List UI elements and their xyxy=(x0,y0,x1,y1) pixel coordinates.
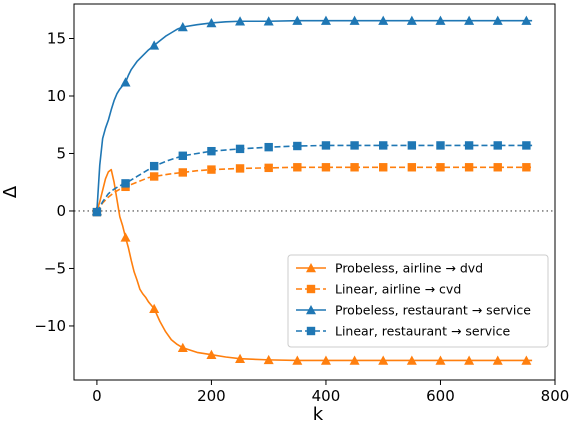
data-point xyxy=(492,15,503,25)
data-point xyxy=(435,15,446,25)
data-point xyxy=(149,161,159,171)
series-line xyxy=(96,144,533,213)
data-point xyxy=(379,163,388,172)
data-point xyxy=(120,232,131,242)
data-point xyxy=(350,163,359,172)
data-point xyxy=(320,15,331,25)
y-tick-label: 5 xyxy=(56,144,66,162)
data-point xyxy=(436,141,445,150)
data-point xyxy=(292,15,303,25)
data-point xyxy=(349,355,360,365)
x-tick-label: 600 xyxy=(426,387,455,405)
legend-marker xyxy=(306,284,316,294)
data-point xyxy=(321,163,331,172)
data-point xyxy=(378,355,389,365)
data-point xyxy=(350,141,359,150)
data-point xyxy=(235,164,245,173)
series-3 xyxy=(92,141,533,217)
data-point xyxy=(521,15,532,25)
data-point xyxy=(464,141,474,150)
data-point xyxy=(235,16,246,26)
data-point xyxy=(207,146,216,156)
y-tick-label: −5 xyxy=(44,259,66,277)
data-point xyxy=(207,165,216,174)
data-point xyxy=(92,207,102,217)
data-point xyxy=(522,163,531,172)
legend-marker xyxy=(306,263,316,273)
data-point xyxy=(263,16,274,26)
data-point xyxy=(464,163,474,172)
data-point xyxy=(120,77,131,87)
legend-label: Linear, restaurant → service xyxy=(335,324,510,339)
data-point xyxy=(464,355,475,365)
data-point xyxy=(407,163,417,172)
data-point xyxy=(293,163,302,172)
legend-box xyxy=(287,254,549,348)
x-tick-label: 400 xyxy=(312,387,341,405)
plot-frame xyxy=(73,3,556,381)
data-point xyxy=(521,355,532,365)
data-point xyxy=(378,15,389,25)
y-tick-label: −10 xyxy=(34,317,66,335)
data-point xyxy=(293,141,302,151)
data-point xyxy=(321,141,331,150)
data-point xyxy=(177,21,188,32)
legend-label: Probeless, restaurant → service xyxy=(335,303,531,318)
data-point xyxy=(464,15,475,25)
data-point xyxy=(407,141,417,150)
x-axis-title: k xyxy=(313,404,324,424)
series-line xyxy=(96,166,533,213)
y-tick-label: 0 xyxy=(56,202,66,220)
axes-layer: 0 200 400 600 800 −10 −5 0 5 10 15 xyxy=(34,3,570,405)
y-axis-title: Δ xyxy=(0,185,21,198)
legend-marker xyxy=(306,305,316,315)
y-tick-label: 10 xyxy=(47,87,66,105)
data-point xyxy=(436,163,445,172)
data-point xyxy=(492,355,503,365)
x-tick-label: 0 xyxy=(92,387,102,405)
data-point xyxy=(149,40,160,50)
data-point xyxy=(320,355,331,365)
data-point xyxy=(435,355,446,365)
legend-item: Linear, airline → cvd xyxy=(296,282,461,297)
x-tick-label: 800 xyxy=(541,387,570,405)
legend: Probeless, airline → dvd Linear, airline … xyxy=(287,254,549,348)
data-point xyxy=(178,168,187,177)
legend-item: Probeless, restaurant → service xyxy=(296,303,531,318)
y-tick-label: 15 xyxy=(47,29,66,47)
data-point xyxy=(264,142,273,152)
legend-item: Probeless, airline → dvd xyxy=(296,261,483,276)
data-point xyxy=(206,17,217,28)
legend-label: Linear, airline → cvd xyxy=(335,282,461,297)
data-point xyxy=(235,144,245,154)
data-point xyxy=(206,349,217,359)
data-point xyxy=(121,179,130,188)
data-point xyxy=(292,355,303,365)
data-point xyxy=(149,303,160,313)
data-point xyxy=(263,354,274,365)
legend-marker xyxy=(306,326,316,336)
series-line xyxy=(96,19,533,212)
legend-item: Linear, restaurant → service xyxy=(296,324,510,339)
data-point xyxy=(264,163,273,173)
data-point xyxy=(493,163,502,172)
data-point xyxy=(235,353,246,363)
data-point xyxy=(406,15,417,25)
legend-label: Probeless, airline → dvd xyxy=(335,261,483,276)
data-point xyxy=(178,151,187,160)
data-point xyxy=(379,141,388,150)
x-tick-label: 200 xyxy=(197,387,226,405)
data-point xyxy=(177,342,188,353)
series-layer xyxy=(74,15,555,365)
series-2 xyxy=(91,15,533,216)
data-point xyxy=(493,141,502,150)
data-point xyxy=(149,172,159,181)
series-1 xyxy=(92,163,533,217)
data-point xyxy=(406,355,417,365)
data-point xyxy=(349,15,360,25)
data-point xyxy=(522,141,531,150)
